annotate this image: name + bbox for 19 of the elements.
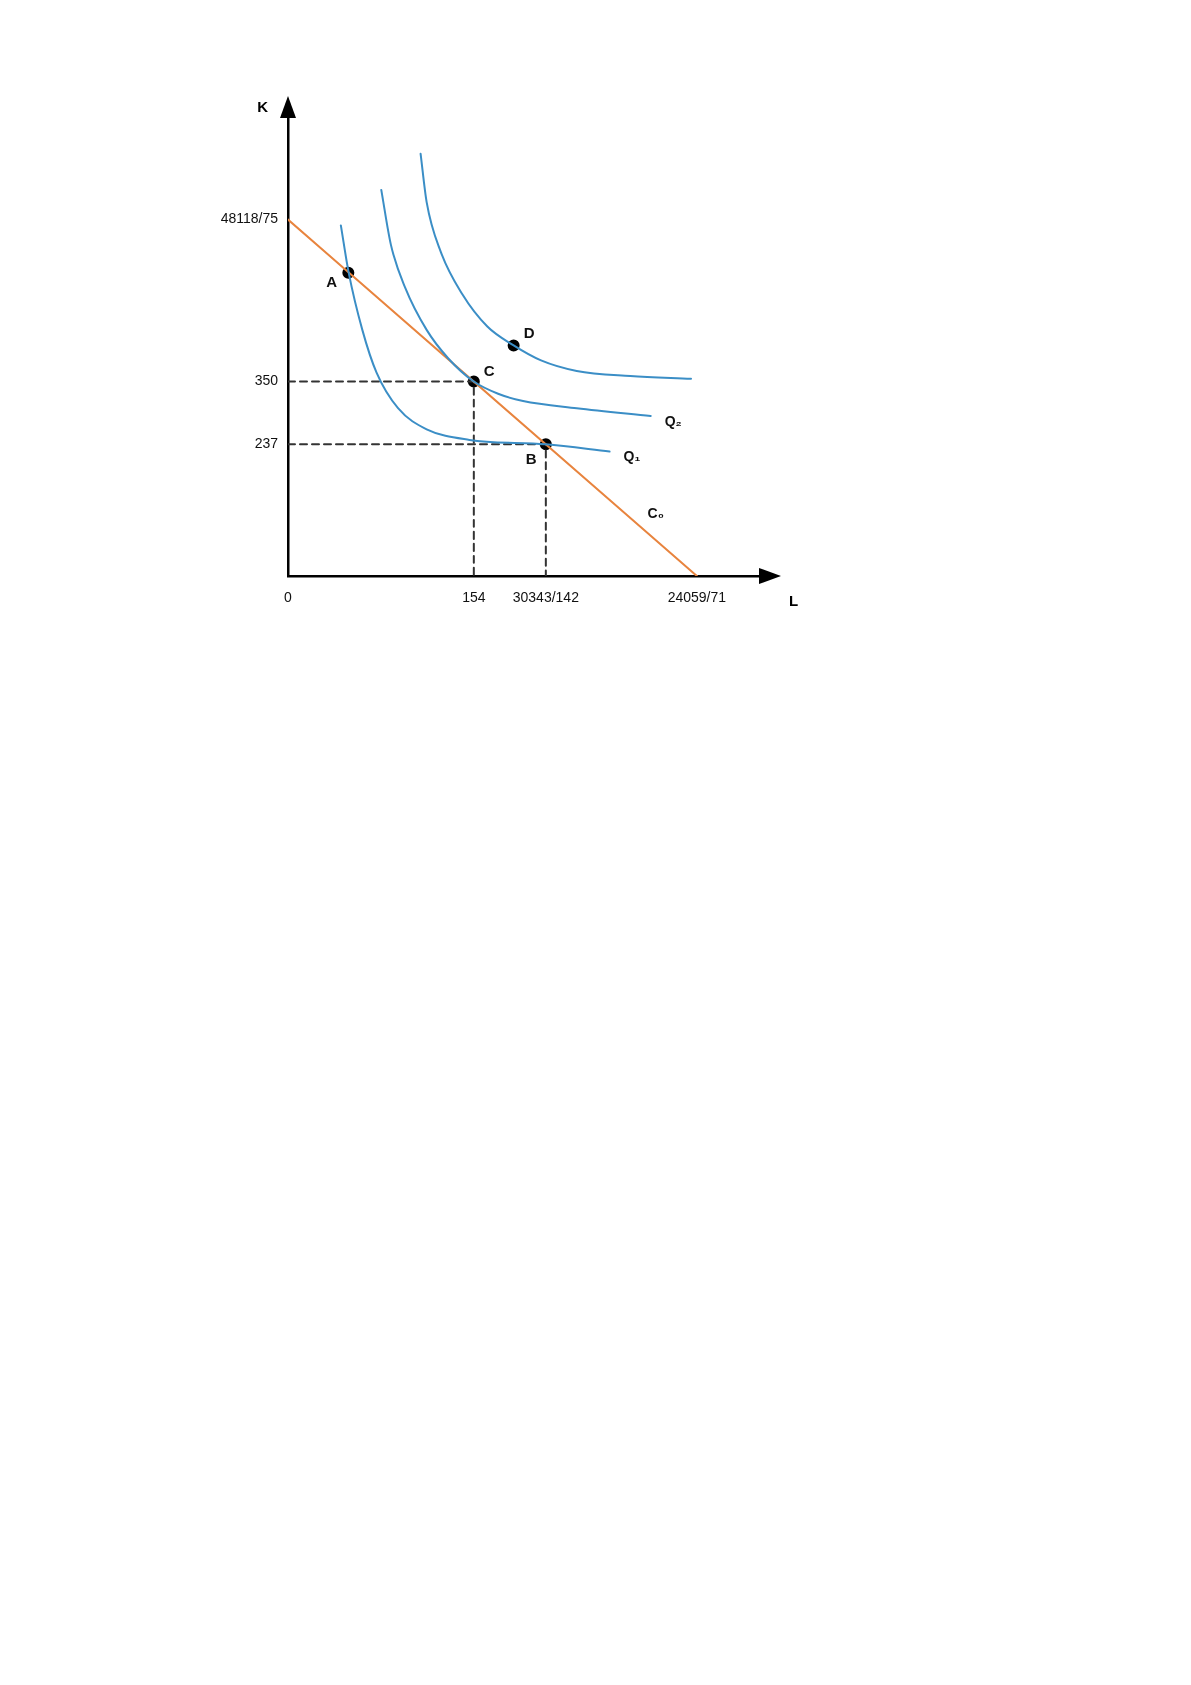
y-tick-label: 350 [254, 372, 279, 389]
series-label: Q₂ [664, 412, 682, 429]
annotation: B [525, 450, 537, 468]
series-label: C₀ [647, 505, 664, 522]
x-tick-label: 24059/71 [667, 589, 727, 606]
series-label: Q₁ [623, 448, 641, 465]
line-series [380, 188, 652, 417]
annotation: A [326, 272, 338, 290]
x-axis-title: L [789, 592, 799, 610]
x-tick-label: 0 [284, 589, 293, 606]
x-tick-label: 154 [462, 589, 486, 606]
y-tick-label: 48118/75 [220, 210, 279, 227]
line-series [339, 224, 611, 453]
x-tick-label: 30343/142 [512, 589, 580, 606]
y-tick-label: 237 [254, 435, 279, 452]
y-axis-title: K [257, 98, 269, 116]
line-series [419, 152, 693, 380]
annotation: D [523, 323, 535, 341]
annotation: C [483, 361, 495, 379]
